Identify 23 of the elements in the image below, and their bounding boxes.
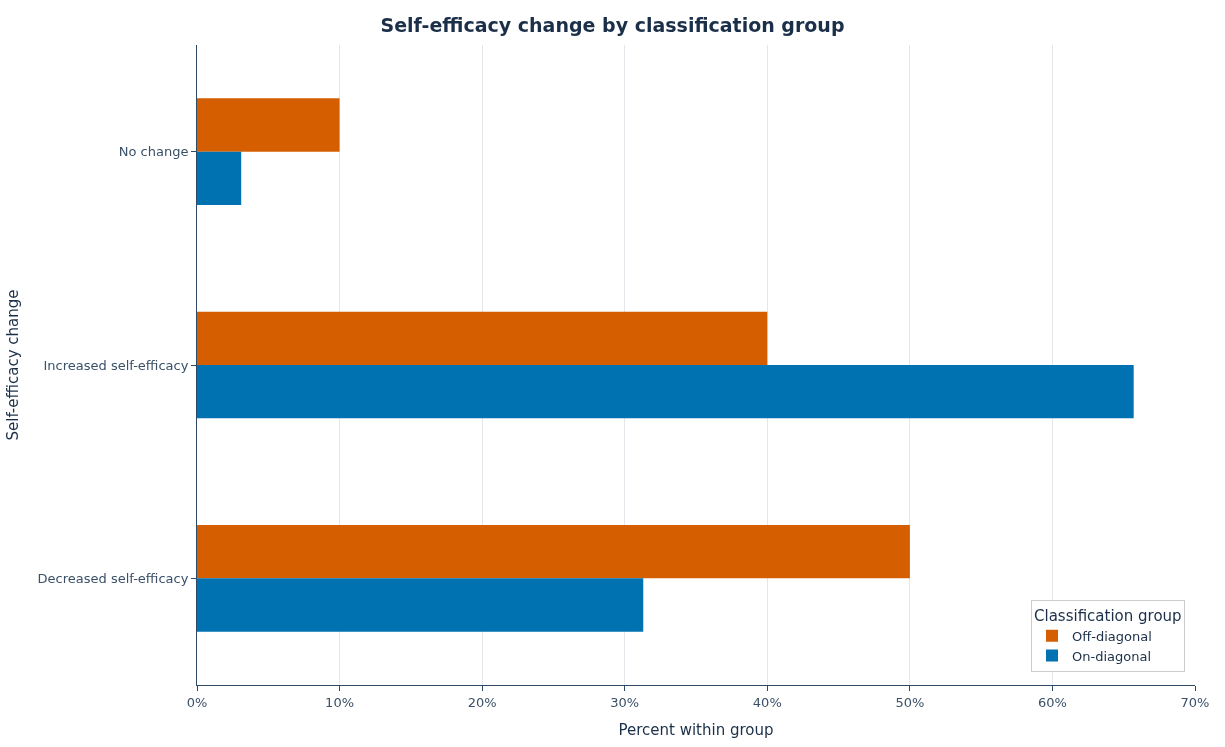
bar [197,525,910,579]
x-tick-label: 50% [895,694,925,710]
x-tick-label: 0% [186,694,208,710]
bar [197,365,1134,419]
x-tick-label: 20% [467,694,497,710]
y-tick-label: Decreased self-efficacy [37,570,189,586]
x-tick-label: 60% [1037,694,1067,710]
legend-label: On-diagonal [1072,648,1152,664]
bar [197,151,242,205]
bar [197,578,644,632]
legend-title: Classification group [1034,606,1182,625]
bar [197,98,340,152]
legend-label: Off-diagonal [1072,628,1152,644]
x-tick-label: 30% [610,694,640,710]
y-tick-label: Increased self-efficacy [43,357,189,373]
chart-title: Self-efficacy change by classification group [380,13,845,36]
y-axis-title: Self-efficacy change [3,289,22,441]
bar [197,311,768,365]
y-tick-label: No change [118,144,189,160]
x-tick-label: 10% [325,694,355,710]
x-tick-label: 70% [1180,694,1210,710]
x-axis-title: Percent within group [618,720,774,739]
x-tick-label: 40% [752,694,782,710]
